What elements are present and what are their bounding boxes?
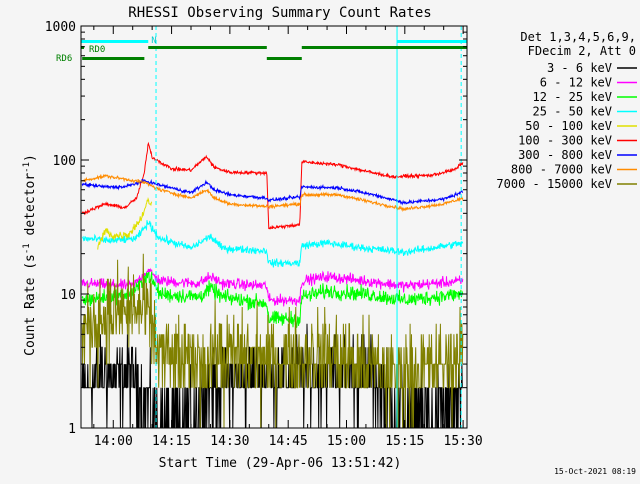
chart-title: RHESSI Observing Summary Count Rates (128, 5, 431, 21)
x-axis: 14:00 14:15 14:30 14:45 15:00 15:15 15:30 (93, 26, 483, 449)
legend-header-line-1: Det 1,3,4,5,6,9, (520, 30, 636, 44)
x-tick-label-0: 14:00 (94, 434, 133, 449)
x-tick-label-4: 15:00 (327, 434, 366, 449)
series-line-4 (97, 197, 153, 250)
series-line-3 (82, 220, 464, 268)
flag-label-rd6: RD6 (56, 54, 72, 64)
x-tick-label-1: 14:15 (152, 434, 191, 449)
legend-label-0: 3 - 6 keV (547, 61, 612, 75)
series-line-8 (81, 253, 464, 429)
flag-night-bar-0 (81, 40, 149, 43)
legend-label-5: 100 - 300 keV (518, 134, 612, 148)
series-line-5 (81, 141, 464, 230)
legend-label-6: 300 - 800 keV (518, 148, 612, 162)
legend-label-3: 25 - 50 keV (533, 105, 612, 119)
legend-header-line-2: FDecim 2, Att 0 (528, 44, 636, 58)
x-tick-label-6: 15:30 (444, 434, 483, 449)
legend-label-8: 7000 - 15000 keV (496, 177, 612, 191)
y-tick-label-3: 1000 (45, 20, 76, 35)
y-axis-label-sup2: -1 (22, 162, 32, 173)
x-axis-label: Start Time (29-Apr-06 13:51:42) (159, 456, 402, 471)
plot-frame (80, 25, 468, 429)
x-tick-label-2: 14:30 (210, 434, 249, 449)
y-tick-label-2: 100 (53, 154, 76, 169)
legend: Det 1,3,4,5,6,9, FDecim 2, Att 0 3 - 6 k… (496, 30, 637, 191)
y-axis-label-sup1: -1 (22, 243, 32, 254)
flag-rd0-marker (81, 46, 84, 49)
series-line-2 (81, 271, 464, 328)
y-axis-label-main: Count Rate (s (23, 254, 38, 356)
flag-rd0-bar-0 (148, 46, 267, 49)
flag-rd0-bar-1 (301, 46, 467, 49)
y-axis-label: Count Rate (s-1 detector-1) (22, 154, 38, 356)
legend-label-7: 800 - 7000 keV (511, 163, 612, 177)
y-tick-label-0: 1 (68, 422, 76, 437)
legend-label-1: 6 - 12 keV (540, 76, 612, 90)
y-axis-label-end: ) (23, 154, 38, 162)
flag-night-bar-1 (397, 40, 467, 43)
y-axis-label-mid: detector (23, 173, 38, 244)
legend-label-2: 12 - 25 keV (533, 90, 612, 104)
flag-rd6-bar-0 (82, 57, 145, 60)
flag-rd6-bar-1 (266, 57, 302, 60)
series-line-1 (81, 267, 464, 308)
footer-timestamp: 15-Oct-2021 08:19 (554, 467, 636, 476)
x-tick-label-3: 14:45 (269, 434, 308, 449)
series-line-7 (81, 173, 464, 213)
y-axis: 1 10 100 1000 (45, 20, 467, 437)
legend-label-4: 50 - 100 keV (525, 119, 612, 133)
x-tick-label-5: 15:15 (385, 434, 424, 449)
y-tick-label-1: 10 (60, 288, 76, 303)
flag-label-n: N (151, 36, 156, 46)
flag-label-rd0: RD0 (89, 45, 105, 55)
